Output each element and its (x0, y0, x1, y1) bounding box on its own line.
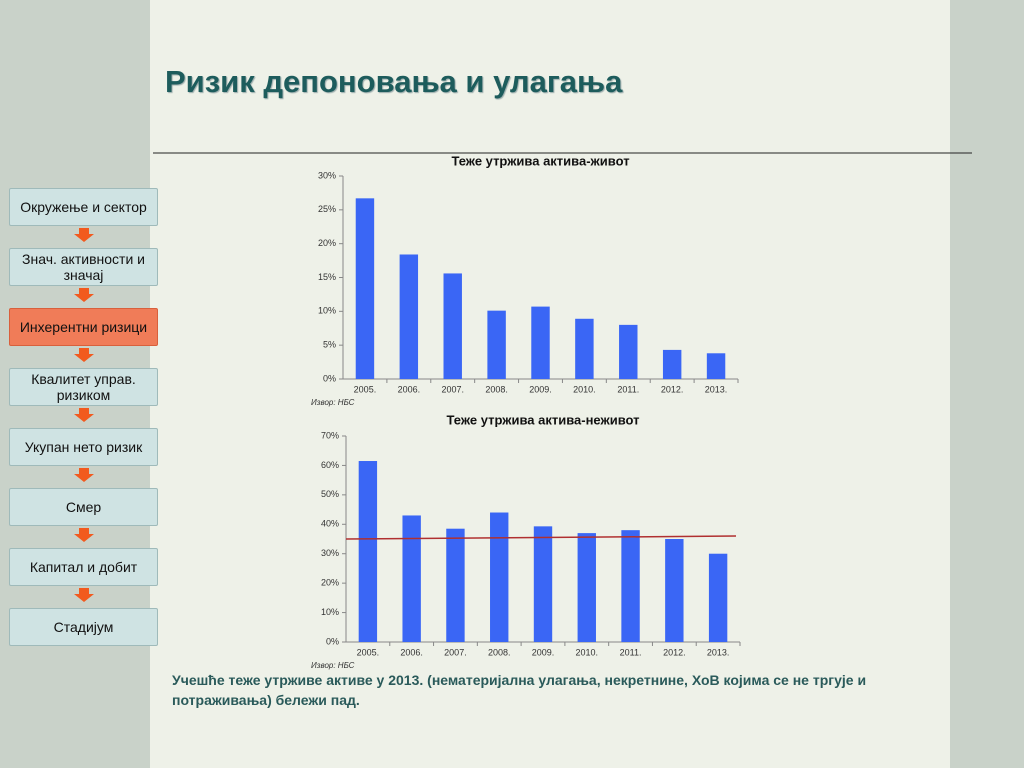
x-tick-label: 2007. (444, 647, 467, 657)
bar (443, 273, 462, 379)
step: Капитал и добит (9, 548, 158, 586)
bar (665, 539, 684, 642)
x-tick-label: 2010. (576, 647, 599, 657)
y-tick-label: 5% (323, 340, 336, 350)
x-tick-label: 2006. (398, 384, 421, 394)
y-tick-label: 15% (318, 272, 336, 282)
arrow (74, 588, 94, 602)
bar (621, 530, 640, 642)
y-tick-label: 25% (318, 204, 336, 214)
y-tick-label: 0% (326, 636, 339, 646)
arrow (74, 408, 94, 422)
y-tick-label: 60% (321, 460, 339, 470)
x-tick-label: 2009. (532, 647, 555, 657)
y-tick-label: 30% (321, 548, 339, 558)
bar (531, 306, 550, 379)
x-tick-label: 2006. (400, 647, 423, 657)
bar (662, 349, 682, 379)
y-tick-label: 10% (318, 306, 336, 316)
step: Смер (9, 488, 158, 526)
x-tick-label: 2011. (620, 647, 642, 657)
y-tick-label: 10% (321, 607, 339, 617)
arrow (74, 528, 94, 542)
chart-title: Теже утржива актива-неживот (446, 412, 639, 427)
step: Укупан нето ризик (9, 428, 158, 466)
note: Учешће теже утрживе активе у 2013. (нема… (172, 672, 867, 708)
y-tick-label: 40% (321, 519, 339, 529)
step: Стадијум (9, 608, 158, 646)
source: Извор: НБС (311, 661, 355, 670)
step: Квалитет управ. ризиком (9, 368, 158, 406)
chart-title: Теже утржива актива-живот (451, 153, 629, 168)
bar (355, 198, 375, 379)
bar (446, 528, 465, 642)
bar (577, 533, 596, 642)
x-tick-label: 2007. (441, 384, 464, 394)
step: Инхерентни ризици (9, 308, 158, 346)
bar (490, 512, 509, 642)
x-tick-label: 2009. (529, 384, 552, 394)
arrow (74, 468, 94, 482)
x-tick-label: 2012. (661, 384, 684, 394)
x-tick-label: 2013. (707, 647, 730, 657)
step: Знач. активности и значај (9, 248, 158, 286)
x-tick-label: 2012. (663, 647, 686, 657)
bar (708, 553, 728, 642)
bar (487, 310, 506, 379)
x-tick-label: 2008. (485, 384, 508, 394)
trend-line (345, 535, 737, 540)
bar (575, 318, 594, 379)
bar (533, 526, 553, 642)
bar (706, 353, 726, 379)
y-tick-label: 30% (318, 170, 336, 180)
slide-title: Ризик депоновања и улагања (165, 64, 623, 99)
y-tick-label: 20% (318, 238, 336, 248)
bar (358, 461, 378, 642)
y-tick-label: 70% (321, 430, 339, 440)
bar (402, 515, 421, 642)
x-tick-label: 2011. (617, 384, 639, 394)
source: Извор: НБС (311, 398, 355, 407)
x-tick-label: 2010. (573, 384, 596, 394)
step: Окружење и сектор (9, 188, 158, 226)
arrow (74, 348, 94, 362)
bar (399, 254, 419, 379)
y-tick-label: 20% (321, 578, 339, 588)
x-tick-label: 2005. (354, 384, 377, 394)
x-tick-label: 2005. (357, 647, 380, 657)
bar (619, 324, 638, 379)
x-tick-label: 2013. (705, 384, 728, 394)
y-tick-label: 50% (321, 489, 339, 499)
arrow (74, 288, 94, 302)
y-tick-label: 0% (323, 373, 336, 383)
x-tick-label: 2008. (488, 647, 511, 657)
arrow (74, 228, 94, 242)
